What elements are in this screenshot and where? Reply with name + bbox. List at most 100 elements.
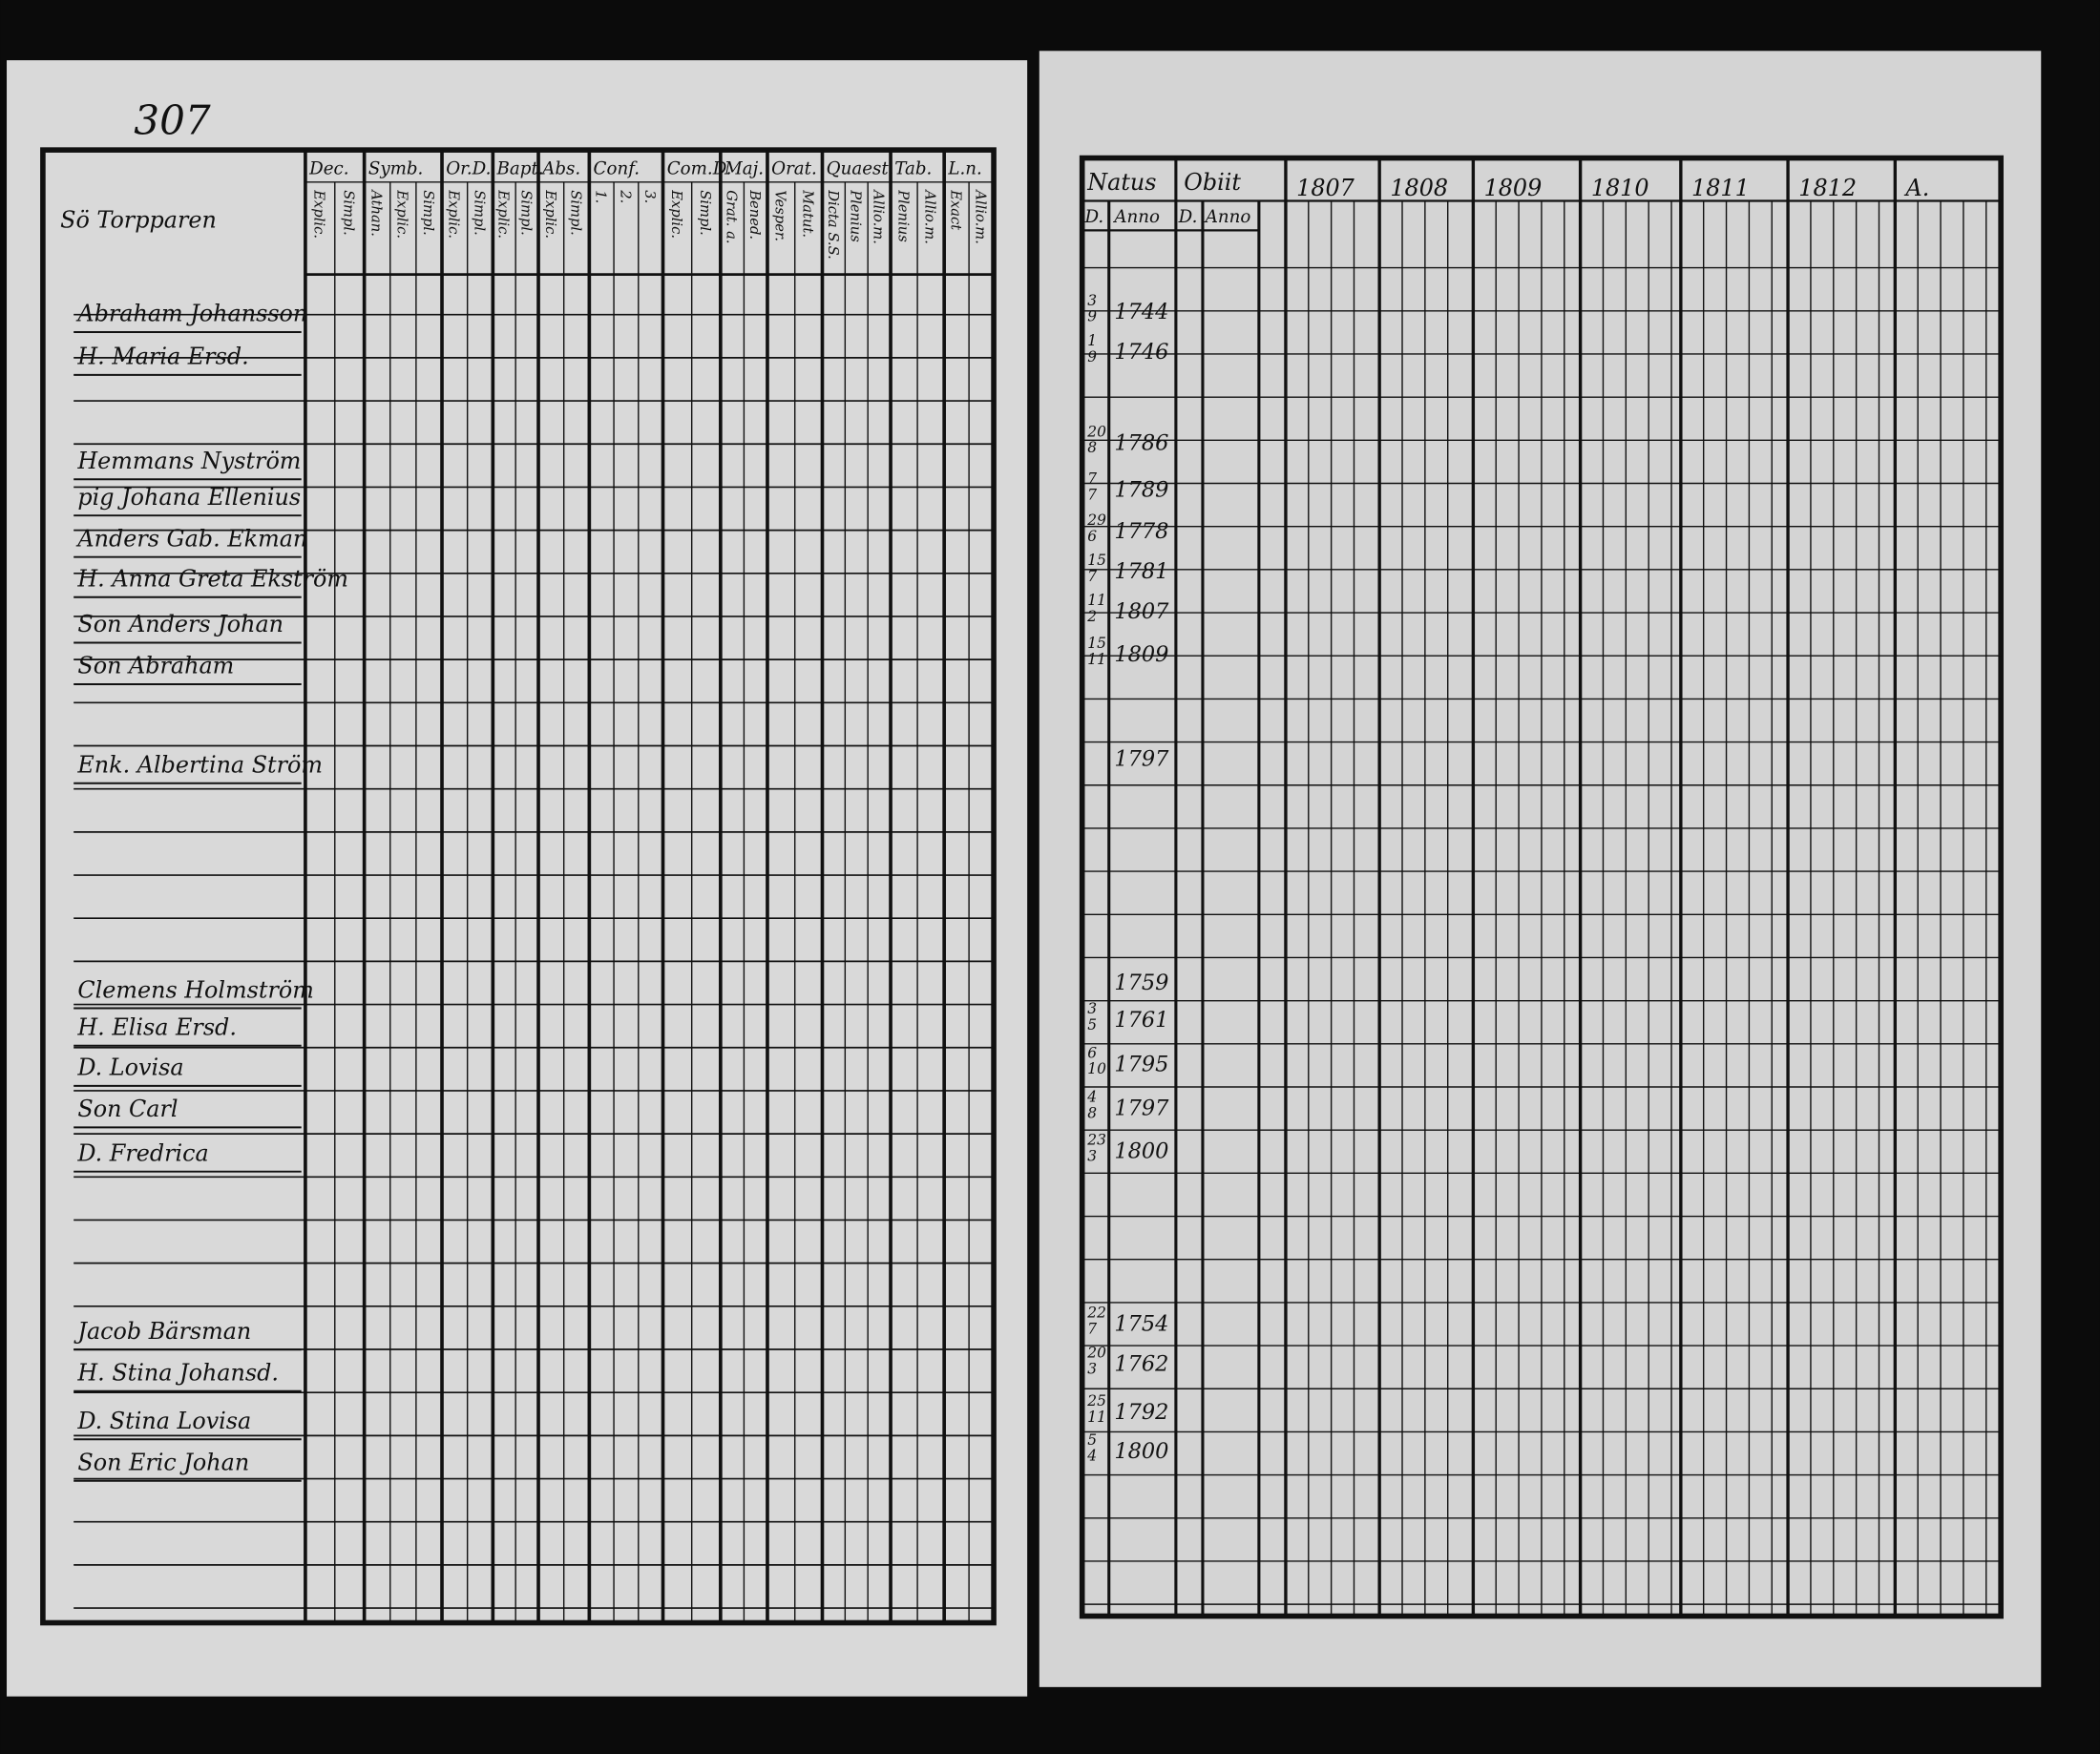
- birth-day: 23: [1086, 1132, 1106, 1149]
- column-title: L.n.: [947, 158, 981, 178]
- birth-month: 2: [1086, 608, 1097, 625]
- birth-day: 6: [1087, 1044, 1097, 1061]
- resident-name: Abraham Johansson: [75, 301, 307, 327]
- page-number: 307: [134, 96, 211, 143]
- obiit-header: Obiit: [1184, 169, 1241, 196]
- birth-month: 7: [1087, 486, 1097, 503]
- resident-name: Enk. Albertina Ström: [76, 752, 323, 779]
- birth-month: 3: [1087, 1361, 1097, 1378]
- birth-day: 15: [1087, 552, 1106, 569]
- sub-header: Anno: [1112, 207, 1160, 227]
- birth-day: 7: [1087, 470, 1097, 488]
- natus-header: Natus: [1086, 169, 1156, 196]
- resident-name: H. Stina Johansd.: [76, 1360, 279, 1387]
- resident-name: Anders Gab. Ekman: [75, 525, 307, 552]
- column-subtitle: Simpl.: [341, 190, 357, 236]
- resident-name: Son Carl: [77, 1096, 178, 1122]
- birth-year: 1786: [1114, 430, 1168, 455]
- birth-day: 29: [1086, 512, 1106, 529]
- birth-day: 3: [1087, 292, 1097, 309]
- content: 307 Sö Torpparen Dec. Explic. Simpl. Symb. A…: [40, 96, 2004, 1626]
- column-subtitle: Simpl.: [517, 190, 534, 236]
- birth-year: 1797: [1114, 747, 1169, 772]
- right-page: [1039, 51, 2042, 1687]
- column-title: Orat.: [771, 158, 817, 178]
- birth-month: 8: [1087, 439, 1097, 456]
- resident-name: D. Fredrica: [76, 1139, 208, 1166]
- column-subtitle: Vesper.: [772, 190, 788, 241]
- birth-year: 1754: [1114, 1312, 1168, 1337]
- column-title: Com.D.: [667, 158, 732, 178]
- year-header: 1811: [1691, 175, 1750, 201]
- birth-year: 1762: [1114, 1352, 1168, 1377]
- year-header: A.: [1904, 175, 1930, 201]
- birth-month: 9: [1087, 308, 1097, 325]
- column-subtitle: Allio.m.: [922, 188, 938, 244]
- year-header: 1808: [1390, 175, 1448, 201]
- column-subtitle: Exact: [948, 189, 964, 230]
- sub-header: D.: [1083, 207, 1103, 227]
- resident-name: H. Elisa Ersd.: [76, 1014, 237, 1041]
- birth-day: 15: [1087, 635, 1106, 652]
- birth-month: 11: [1087, 651, 1106, 668]
- resident-name: Hemmans Nyström: [76, 448, 301, 474]
- resident-name: D. Stina Lovisa: [76, 1408, 251, 1434]
- column-subtitle: Explic.: [542, 189, 558, 239]
- column-subtitle: Explic.: [446, 189, 462, 239]
- sub-header: Anno: [1204, 207, 1251, 227]
- year-header: 1807: [1296, 175, 1355, 201]
- birth-year: 1795: [1114, 1052, 1168, 1076]
- resident-name: Son Eric Johan: [77, 1450, 249, 1476]
- birth-month: 6: [1087, 528, 1097, 545]
- birth-month: 3: [1087, 1147, 1097, 1164]
- birth-day: 20: [1086, 1345, 1106, 1362]
- birth-month: 7: [1087, 568, 1097, 585]
- year-header: 1810: [1591, 175, 1649, 201]
- column-subtitle: Bened.: [746, 189, 763, 240]
- column-subtitle: Simpl.: [567, 190, 583, 236]
- birth-year: 1792: [1114, 1400, 1168, 1425]
- place-name: Sö Torpparen: [60, 207, 217, 234]
- birth-year: 1781: [1114, 559, 1168, 584]
- birth-day: 4: [1086, 1089, 1097, 1106]
- resident-name: H. Anna Greta Ekström: [76, 566, 348, 593]
- birth-day: 20: [1086, 423, 1106, 440]
- column-subtitle: Athan.: [368, 188, 385, 237]
- resident-name: D. Lovisa: [76, 1054, 183, 1081]
- year-header: 1812: [1798, 175, 1857, 201]
- birth-day: 11: [1087, 592, 1106, 609]
- birth-year: 1761: [1114, 1008, 1168, 1033]
- column-title: Quaest.: [827, 158, 894, 178]
- birth-year: 1789: [1114, 478, 1168, 503]
- birth-year: 1759: [1114, 971, 1168, 995]
- birth-month: 5: [1087, 1016, 1097, 1034]
- birth-month: 8: [1087, 1105, 1097, 1122]
- column-subtitle: Grat. a.: [724, 190, 740, 243]
- birth-year: 1797: [1114, 1096, 1169, 1121]
- year-header: 1809: [1484, 175, 1543, 201]
- birth-day: 5: [1087, 1431, 1097, 1449]
- left-frame: [40, 147, 997, 1626]
- birth-year: 1809: [1114, 642, 1168, 667]
- column-subtitle: Plenius: [848, 189, 864, 242]
- birth-month: 10: [1087, 1060, 1106, 1077]
- column-subtitle: Explic.: [495, 189, 512, 239]
- birth-year: 1746: [1114, 340, 1168, 365]
- column-subtitle: Plenius: [894, 189, 911, 242]
- resident-name: Jacob Bärsman: [74, 1318, 251, 1345]
- birth-year: 1800: [1114, 1439, 1168, 1464]
- birth-year: 1800: [1114, 1139, 1168, 1164]
- column-subtitle: Allio.m.: [870, 188, 886, 244]
- column-title: Or.D.: [446, 158, 491, 178]
- column-title: Symb.: [368, 158, 424, 178]
- birth-year: 1744: [1114, 300, 1168, 324]
- column-subtitle: 2.: [617, 189, 633, 203]
- birth-day: 22: [1086, 1305, 1106, 1322]
- resident-name: pig Johana Ellenius: [77, 484, 301, 511]
- column-subtitle: 1.: [593, 190, 609, 203]
- column-title: Dec.: [308, 158, 348, 178]
- column-title: Tab.: [894, 158, 932, 178]
- column-title: Abs.: [540, 158, 580, 178]
- sub-header: D.: [1178, 207, 1198, 227]
